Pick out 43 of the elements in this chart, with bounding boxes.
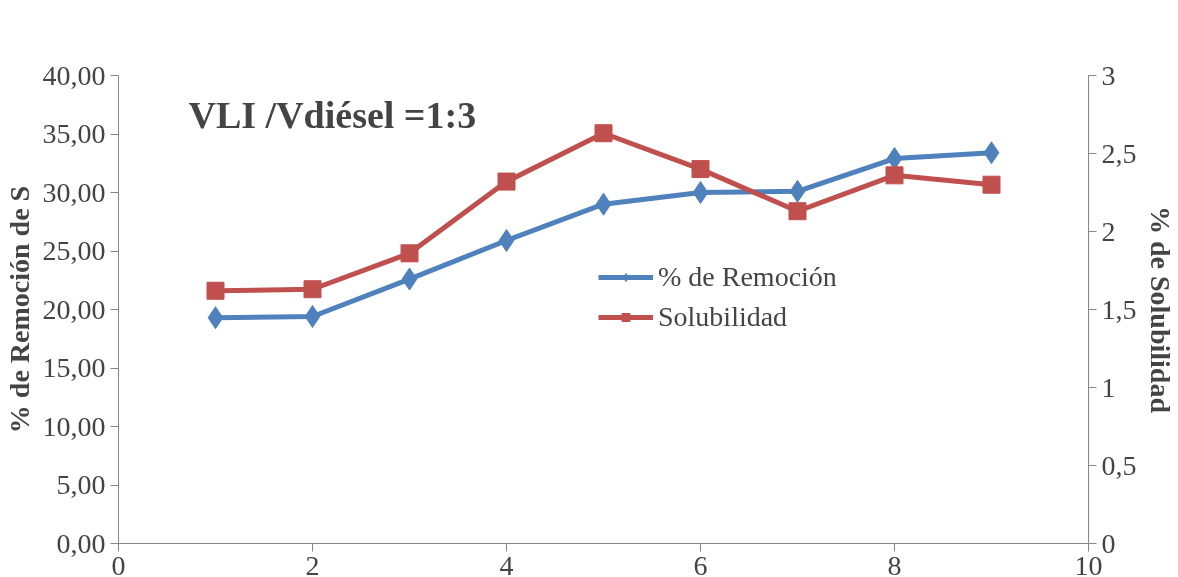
y-tick-label: 20,00 [42, 293, 106, 325]
y2-tick-label: 3 [1101, 59, 1116, 91]
point [497, 172, 516, 191]
point [498, 228, 515, 252]
x-tick-label: 4 [499, 549, 514, 577]
y-tick-label: 30,00 [42, 176, 106, 208]
point [595, 192, 612, 216]
x-tick-label: 2 [305, 549, 320, 577]
y-tick-label: 0,00 [56, 527, 106, 559]
text: VLI /Vdiésel =1:3 [188, 94, 477, 137]
y2-tick-label: 0,5 [1101, 449, 1137, 481]
x-tick-label: 6 [693, 549, 708, 577]
y-tick-label: 15,00 [42, 352, 106, 383]
y2-axis-title: % de Solubilidad [1144, 206, 1176, 414]
y-tick-label: 25,00 [42, 235, 106, 266]
y-tick-label: 5,00 [56, 469, 106, 500]
y2-tick-label: 1 [1101, 371, 1116, 403]
legend-label: Solubilidad [658, 301, 788, 333]
x-tick-label: 0 [111, 549, 126, 577]
point [885, 166, 904, 185]
point [788, 202, 807, 221]
y-tick-label: 40,00 [42, 59, 106, 91]
point [691, 160, 710, 179]
point [789, 179, 806, 203]
y2-tick-label: 1,5 [1101, 293, 1137, 325]
point [207, 306, 224, 330]
point [304, 305, 321, 329]
point [206, 281, 225, 300]
y-tick-label: 10,00 [42, 410, 106, 442]
y-tick-label: 35,00 [42, 118, 106, 149]
point [400, 244, 419, 263]
point [692, 181, 709, 204]
x-tick-label: 8 [887, 549, 902, 577]
x-tick-label: 10 [1074, 549, 1103, 577]
y2-tick-label: 2 [1101, 215, 1116, 247]
point [983, 141, 1000, 165]
point [982, 175, 1001, 194]
y2-tick-label: 2,5 [1101, 137, 1137, 169]
point [303, 280, 322, 299]
legend-label: % de Remoción [658, 261, 837, 293]
y-axis-title: % de Remoción de S [3, 185, 35, 434]
point [401, 267, 418, 291]
point [594, 124, 613, 143]
